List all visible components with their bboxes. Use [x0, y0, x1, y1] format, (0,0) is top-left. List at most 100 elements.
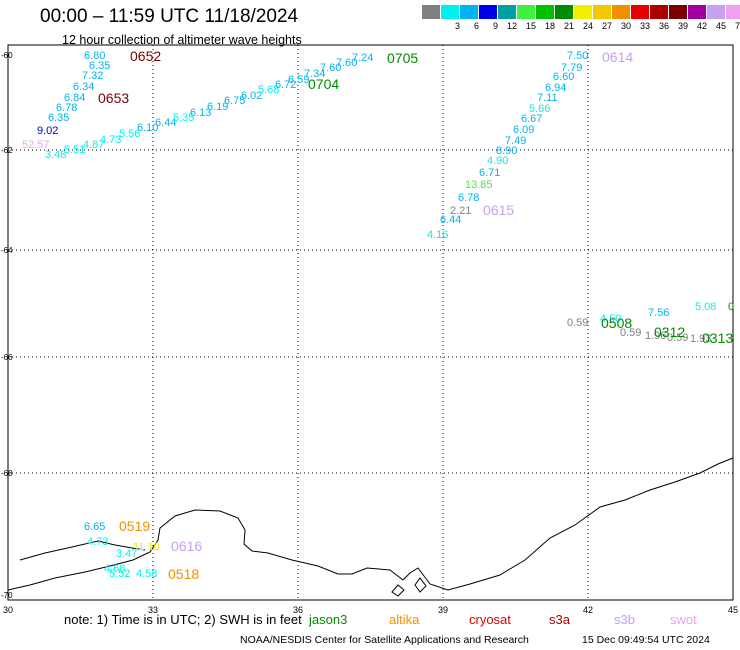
wave-height-label: 6.19 [207, 101, 228, 113]
wave-height-label: 4.68 [104, 563, 125, 575]
wave-height-label: 5.68 [258, 84, 279, 96]
legend-swatch [593, 5, 612, 19]
wave-height-label: 5.35 [173, 112, 194, 124]
wave-height-label: 13.85 [465, 179, 493, 191]
legend-swatch [422, 5, 441, 19]
wave-height-label: 6.71 [479, 167, 500, 179]
pass-time-label: 0312 [654, 324, 685, 340]
wave-height-label: 6.67 [521, 113, 542, 125]
pass-time-label: 0519 [119, 518, 150, 534]
wave-height-label: 7.56 [648, 307, 669, 319]
lon-tick-label: 42 [583, 605, 593, 615]
wave-height-observations: 6.806.357.326.346.846.786.359.0252.573.4… [22, 50, 734, 580]
legend-tick-label: 36 [658, 21, 669, 31]
legend-tick-label: 42 [696, 21, 707, 31]
wave-height-label: 6.78 [56, 102, 77, 114]
legend-tick-label: 45 [715, 21, 726, 31]
legend-swatch [441, 5, 460, 19]
pass-time-label: 0652 [130, 48, 161, 64]
wave-height-label: 6.80 [84, 50, 105, 62]
legend-tick-label: 33 [639, 21, 650, 31]
wave-height-label: 4.58 [136, 568, 157, 580]
lon-tick-label: 36 [293, 605, 303, 615]
wave-height-label: 8.90 [496, 145, 517, 157]
pass-time-label: 0508 [601, 315, 632, 331]
wave-height-label: 0.59 [620, 327, 641, 339]
mission-legend-item: altika [389, 612, 420, 627]
wave-height-label: 6.44 [155, 117, 176, 129]
wave-height-label: 7.49 [505, 135, 526, 147]
legend-swatch [612, 5, 631, 19]
pass-time-label: 0615 [483, 202, 514, 218]
color-legend-swatches [422, 5, 740, 19]
wave-height-label: 7.50 [567, 50, 588, 62]
legend-tick-label: 6 [473, 21, 479, 31]
legend-tick-label: 39 [677, 21, 688, 31]
wave-height-label: 6.35 [48, 112, 69, 124]
wave-height-label: 6.75 [224, 95, 245, 107]
lat-tick-label: -66 [1, 353, 13, 362]
legend-swatch [650, 5, 669, 19]
mission-legend-item: cryosat [469, 612, 511, 627]
wave-height-label: 7.32 [82, 70, 103, 82]
wave-height-label: 6.44 [440, 214, 461, 226]
legend-swatch [631, 5, 650, 19]
wave-height-label: 3.48 [45, 149, 66, 161]
wave-height-label: 7.60 [336, 57, 357, 69]
legend-swatch [498, 5, 517, 19]
legend-tick-label: 18 [544, 21, 555, 31]
wave-height-label: 6.59 [288, 74, 309, 86]
axis-tick-labels: 30 33 36 39 42 45 -60 -62 -64 -66 -68 -70 [1, 51, 738, 615]
pass-time-label: 0705 [387, 50, 418, 66]
map-frame [7, 44, 734, 601]
lat-tick-label: -60 [1, 51, 13, 60]
wave-height-label: 0 [728, 301, 734, 313]
footer-timestamp: 15 Dec 09:49:54 UTC 2024 [582, 634, 710, 646]
legend-tick-label: 30 [620, 21, 631, 31]
wave-height-label: 6.65 [84, 521, 105, 533]
wave-height-label: 7.11 [537, 92, 558, 104]
mission-legend-item: swot [670, 612, 697, 627]
wave-height-label: 4.50 [600, 313, 621, 325]
wave-height-label: 6.35 [89, 60, 110, 72]
wave-height-label: 4.73 [100, 134, 121, 146]
island-outline [414, 577, 427, 593]
lon-tick-label: 30 [3, 605, 13, 615]
wave-height-label: 6.10 [137, 122, 158, 134]
wave-height-label: 6.78 [458, 192, 479, 204]
wave-height-label: 11.10 [133, 541, 160, 553]
wave-height-label: 7.34 [304, 68, 325, 80]
wave-height-label: 6.09 [513, 124, 534, 136]
wave-height-label: 5.56 [119, 128, 140, 140]
lat-tick-label: -64 [1, 246, 13, 255]
wave-height-label: 5.52 [109, 568, 130, 580]
lon-tick-label: 33 [148, 605, 158, 615]
footer-note: note: 1) Time is in UTC; 2) SWH is in fe… [64, 612, 302, 627]
legend-swatch [517, 5, 536, 19]
wave-height-label: 6.60 [553, 71, 574, 83]
legend-tick-label: 70 [734, 21, 740, 31]
legend-swatch [688, 5, 707, 19]
page-subtitle: 12 hour collection of altimeter wave hei… [62, 33, 302, 47]
legend-swatch [536, 5, 555, 19]
wave-height-label: 7.60 [320, 62, 341, 74]
wave-height-label: 6.94 [545, 82, 566, 94]
lon-tick-label: 45 [728, 605, 738, 615]
coastline-path [7, 457, 734, 591]
mission-legend-item: s3b [614, 612, 635, 627]
wave-height-label: 0.59 [567, 317, 588, 329]
wave-height-label: 1.96 [645, 330, 666, 342]
wave-height-label: 4.73 [87, 536, 108, 548]
lat-tick-label: -68 [1, 469, 13, 478]
wave-height-label: 4.16 [427, 229, 448, 241]
wave-height-label: 6.84 [64, 92, 85, 104]
ice-shelf-edge [19, 540, 146, 561]
wave-height-label: 4.90 [487, 155, 508, 167]
wave-height-label: 6.34 [73, 81, 94, 93]
pass-time-label: 0313 [702, 330, 733, 346]
island-outline [391, 584, 405, 597]
legend-tick-label: 21 [563, 21, 574, 31]
pass-time-label: 0614 [602, 49, 633, 65]
